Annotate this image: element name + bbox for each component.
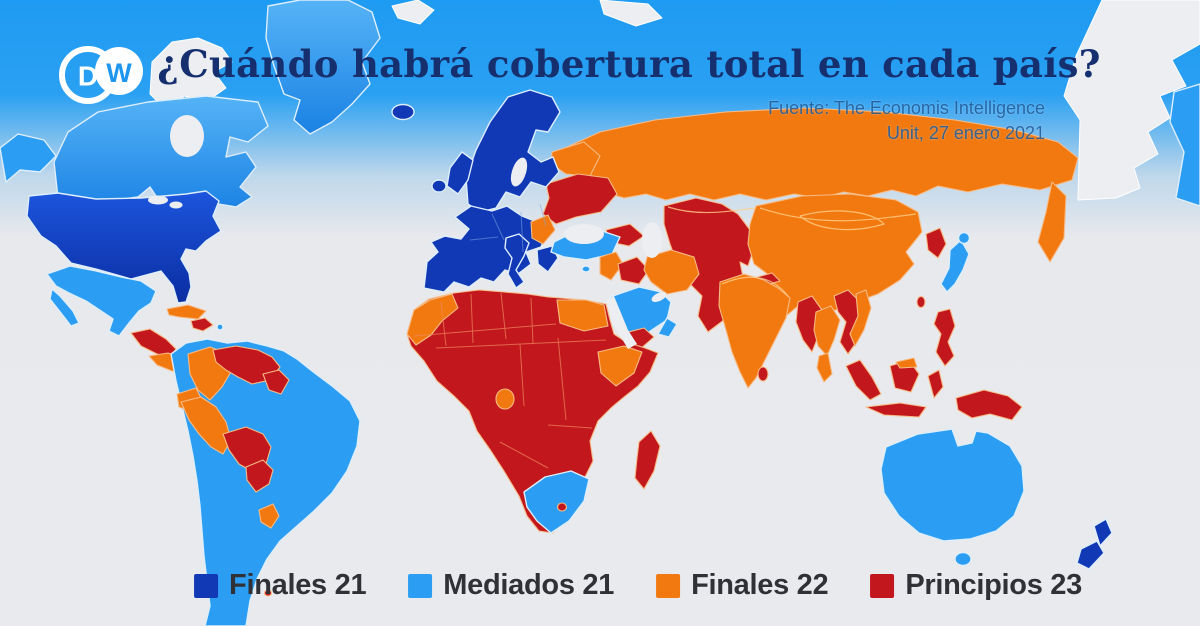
country-borders-africa — [413, 292, 607, 469]
map-region-uruguay — [258, 503, 280, 529]
map-region-madagascar — [634, 430, 661, 490]
map-region-ukraine — [542, 173, 618, 225]
page-title: ¿Cuándo habrá cobertura total en cada pa… — [157, 42, 1101, 86]
map-region-sri-lanka — [757, 366, 769, 382]
legend-label-finales-22: Finales 22 — [691, 569, 829, 601]
map-region-africa — [406, 289, 659, 534]
map-region-arctic-islets — [599, 0, 663, 27]
map-region-vietnam — [849, 289, 872, 347]
legend-swatch-mediados-21 — [408, 573, 433, 598]
map-region-lesotho — [556, 502, 568, 512]
map-region-taiwan — [916, 295, 926, 309]
map-region-philippines — [933, 308, 956, 367]
map-region-japan — [940, 239, 970, 293]
map-region-java — [865, 402, 927, 418]
map-region-ethiopia — [597, 345, 643, 387]
dw-logo-letter-w: W — [106, 58, 132, 88]
caspian-sea — [642, 222, 662, 258]
map-region-hokkaido — [957, 231, 971, 245]
map-region-peru — [180, 396, 232, 455]
source-line-2: Unit, 27 enero 2021 — [886, 123, 1045, 143]
dw-logo-letter-d: D — [78, 61, 98, 92]
map-region-tasmania — [954, 551, 972, 567]
map-region-thailand — [813, 305, 841, 357]
map-region-scandinavia — [465, 89, 561, 213]
map-region-nz-south — [1076, 540, 1105, 570]
map-region-svalbard — [391, 0, 435, 25]
map-region-paraguay — [245, 459, 274, 493]
map-region-egypt — [556, 299, 609, 332]
map-region-greenland — [265, 0, 381, 135]
map-region-malaysia-peninsula — [816, 352, 833, 383]
legend-item-mediados-21: Mediados 21 — [408, 569, 614, 602]
country-borders-europe — [469, 203, 547, 253]
map-region-uk — [446, 151, 474, 195]
legend-item-finales-21: Finales 21 — [194, 569, 367, 602]
great-lake-huron — [169, 201, 183, 209]
map-region-russia — [557, 107, 1079, 201]
map-region-oman — [657, 317, 678, 338]
country-borders-asia — [667, 206, 917, 297]
legend-item-principios-23: Principios 23 — [870, 569, 1082, 602]
great-lake-superior — [148, 195, 168, 205]
map-region-korea — [925, 227, 947, 259]
map-region-sulawesi — [927, 369, 944, 399]
source-line-1: Fuente: The Economis Intelligence — [768, 98, 1045, 118]
legend-label-mediados-21: Mediados 21 — [443, 569, 615, 601]
baltic-sea — [510, 157, 528, 187]
map-region-guyanas — [262, 369, 290, 395]
map-region-falklands — [263, 589, 273, 597]
legend-label-finales-21: Finales 21 — [229, 569, 367, 601]
map-region-iraq — [617, 256, 650, 285]
map-region-iran — [643, 249, 700, 295]
red-sea — [606, 296, 637, 349]
map-region-balkans — [530, 214, 556, 245]
map-region-ireland — [431, 179, 447, 193]
source-attribution: Fuente: The Economis Intelligence Unit, … — [768, 96, 1045, 146]
map-region-sumatra — [845, 359, 882, 401]
hudson-bay — [170, 115, 204, 157]
persian-gulf — [651, 292, 667, 302]
map-region-mexico — [46, 265, 157, 337]
map-region-cyprus — [581, 265, 591, 273]
map-region-morocco — [406, 293, 459, 346]
map-region-india — [718, 273, 791, 389]
dw-logo-circle-d — [59, 46, 117, 104]
map-region-chukotka — [1063, 0, 1200, 201]
dw-logo: D W — [59, 46, 143, 104]
map-region-gabon — [495, 388, 515, 410]
map-region-levant — [599, 251, 624, 281]
black-sea — [564, 224, 604, 244]
map-region-new-guinea — [955, 389, 1023, 421]
map-region-iceland — [391, 103, 415, 121]
map-legend: Finales 21 Mediados 21 Finales 22 Princi… — [194, 569, 1082, 602]
map-region-south-africa — [523, 470, 590, 534]
map-region-malaysia-borneo — [895, 357, 918, 369]
map-region-baja — [49, 288, 80, 327]
map-region-kamchatka — [1037, 181, 1067, 263]
map-region-puerto-rico — [216, 323, 224, 331]
map-region-alaska-wrap — [1169, 83, 1200, 207]
map-region-hispaniola — [190, 317, 214, 332]
legend-swatch-principios-23 — [870, 573, 895, 598]
map-region-nz-north — [1093, 518, 1113, 547]
map-region-australia — [880, 428, 1025, 542]
legend-item-finales-22: Finales 22 — [656, 569, 829, 602]
legend-swatch-finales-21 — [194, 573, 219, 598]
legend-label-principios-23: Principios 23 — [905, 569, 1082, 601]
legend-swatch-finales-22 — [656, 573, 681, 598]
map-region-usa — [26, 190, 222, 304]
map-region-alaska — [0, 133, 57, 183]
